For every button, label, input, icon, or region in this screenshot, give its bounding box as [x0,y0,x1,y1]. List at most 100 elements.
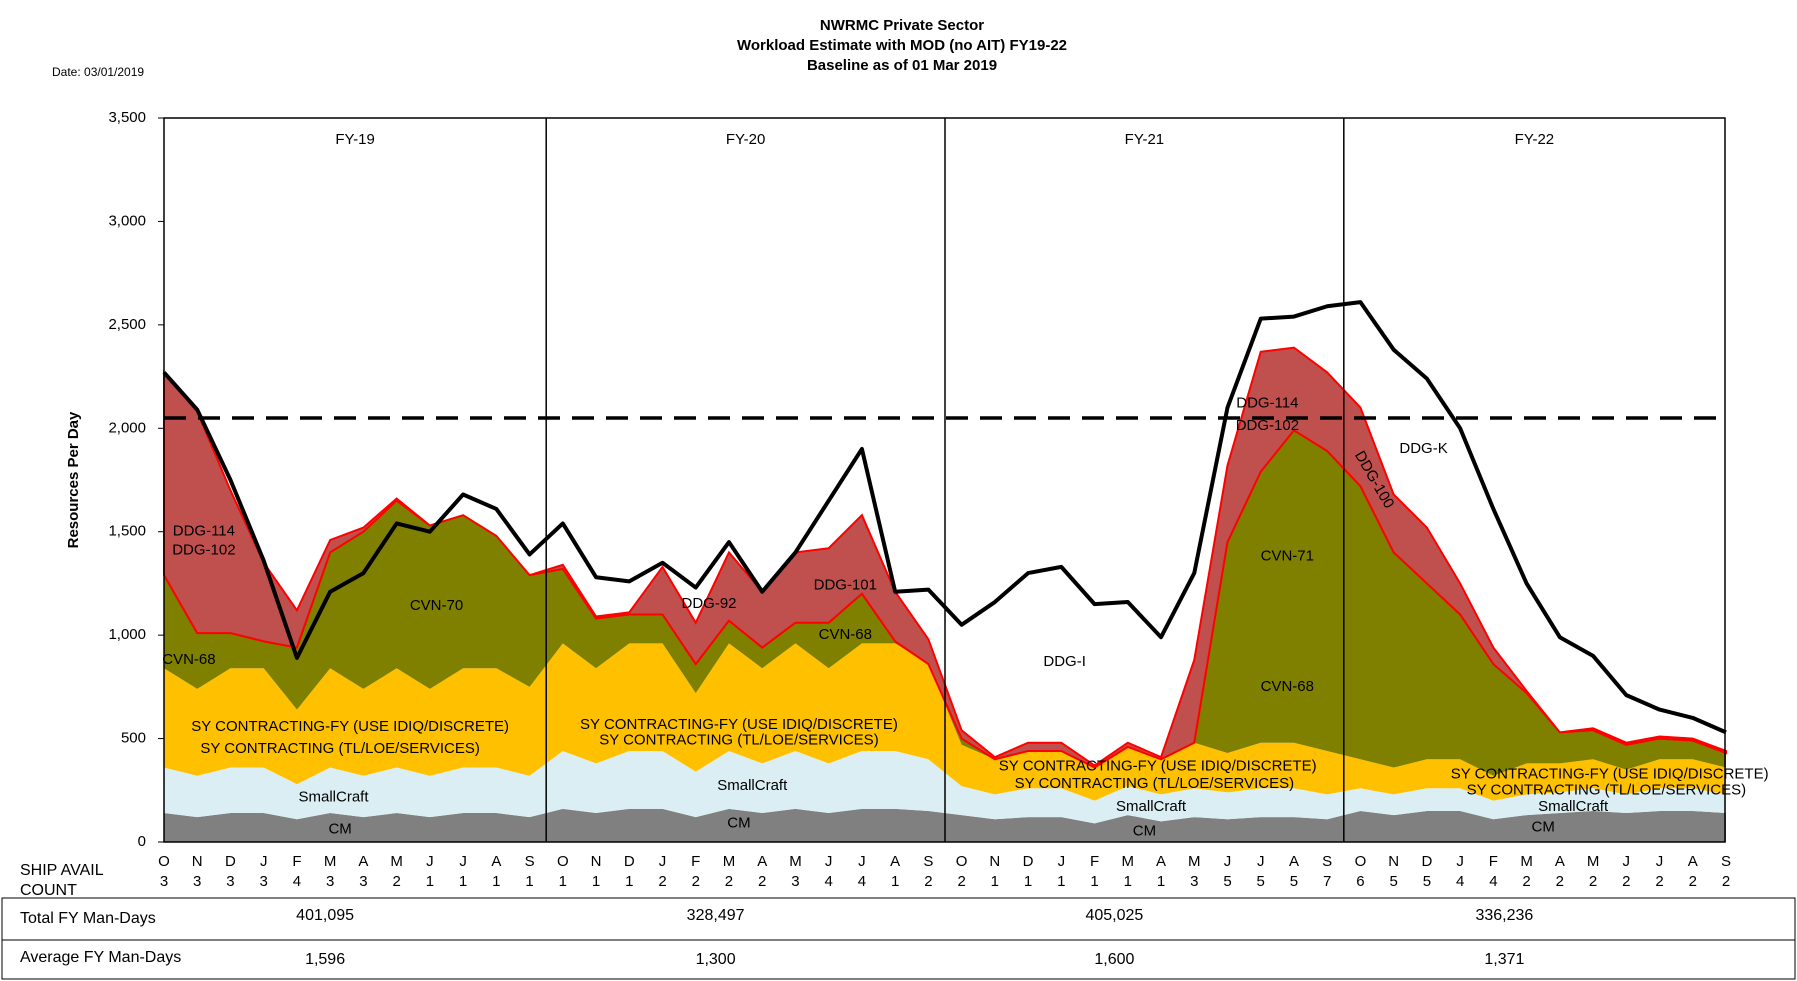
x-tick-label: M [1587,853,1600,870]
annotation: CM [328,821,351,838]
x-tick-label: F [1489,853,1498,870]
fy-total: 405,025 [1085,907,1143,924]
y-tick-label: 3,500 [108,109,146,126]
annotation: DDG-101 [814,576,877,593]
x-tick-label: D [1421,853,1432,870]
row-label: COUNT [20,882,77,899]
x-tick-label: J [825,853,833,870]
x-tick-label: M [390,853,403,870]
annotation: SY CONTRACTING (TL/LOE/SERVICES) [200,740,480,757]
ship-count: 1 [1057,873,1065,890]
chart-title: Workload Estimate with MOD (no AIT) FY19… [737,37,1067,54]
fy-label: FY-21 [1125,131,1164,148]
fy-average: 1,300 [696,951,736,968]
date-label: Date: 03/01/2019 [52,65,144,79]
ship-count: 2 [1522,873,1530,890]
x-tick-label: J [426,853,434,870]
y-tick-label: 0 [138,833,146,850]
x-tick-label: M [1520,853,1533,870]
x-tick-label: S [1322,853,1332,870]
annotation: SmallCraft [298,788,369,805]
chart-title: Baseline as of 01 Mar 2019 [807,57,997,74]
ship-count: 1 [1124,873,1132,890]
x-tick-label: F [1090,853,1099,870]
fy-label: FY-22 [1515,131,1554,148]
y-tick-label: 2,500 [108,316,146,333]
y-axis-label: Resources Per Day [65,411,82,548]
ship-count: 4 [825,873,833,890]
annotation: SmallCraft [1538,798,1609,815]
ship-count: 2 [725,873,733,890]
x-tick-label: J [1058,853,1066,870]
x-tick-label: A [1555,853,1565,870]
annotation: SY CONTRACTING-FY (USE IDIQ/DISCRETE) [999,757,1317,774]
ship-count: 3 [193,873,201,890]
x-tick-label: D [225,853,236,870]
x-tick-label: N [591,853,602,870]
x-tick-label: M [324,853,337,870]
x-tick-label: J [1623,853,1631,870]
ship-count: 2 [1655,873,1663,890]
x-tick-label: J [1656,853,1664,870]
ship-count: 1 [559,873,567,890]
annotation: DDG-92 [682,595,737,612]
x-tick-label: S [1721,853,1731,870]
ship-count: 2 [758,873,766,890]
ship-count: 3 [226,873,234,890]
table-border [1,897,1796,980]
annotation: SmallCraft [1116,798,1187,815]
ship-count: 2 [1589,873,1597,890]
ship-count: 3 [791,873,799,890]
annotation: DDG-114 [173,523,235,540]
x-tick-label: D [624,853,635,870]
fy-label: FY-20 [726,131,765,148]
y-tick-label: 3,000 [108,212,146,229]
x-tick-label: O [158,853,170,870]
fy-total: 336,236 [1475,907,1533,924]
row-label: Total FY Man-Days [20,910,156,927]
ship-count: 2 [1689,873,1697,890]
annotation: DDG-I [1043,653,1086,670]
annotation: DDG-102 [172,541,235,558]
annotation: SY CONTRACTING (TL/LOE/SERVICES) [1467,781,1747,798]
x-tick-label: O [1355,853,1367,870]
x-tick-label: A [757,853,767,870]
annotation: CVN-71 [1261,548,1314,565]
x-tick-label: D [1023,853,1034,870]
x-tick-label: J [459,853,467,870]
x-tick-label: A [890,853,900,870]
annotation: SmallCraft [717,777,788,794]
fy-total: 328,497 [687,907,745,924]
ship-count: 1 [426,873,434,890]
x-tick-label: M [789,853,802,870]
ship-count: 1 [625,873,633,890]
ship-count: 4 [858,873,866,890]
ship-count: 1 [525,873,533,890]
ship-count: 3 [160,873,168,890]
ship-count: 5 [1290,873,1298,890]
x-tick-label: A [1289,853,1299,870]
ship-count: 7 [1323,873,1331,890]
x-tick-label: F [691,853,700,870]
fy-total: 401,095 [296,907,354,924]
ship-count: 5 [1423,873,1431,890]
x-tick-label: A [1688,853,1698,870]
ship-count: 6 [1356,873,1364,890]
x-tick-label: F [292,853,301,870]
x-tick-label: A [358,853,368,870]
ship-count: 1 [1157,873,1165,890]
ship-count: 4 [1456,873,1464,890]
fy-label: FY-19 [335,131,374,148]
ship-count: 5 [1223,873,1231,890]
annotation: DDG-114 [1236,394,1298,411]
ship-count: 1 [459,873,467,890]
ship-count: 3 [359,873,367,890]
ship-count: 1 [991,873,999,890]
x-tick-label: S [923,853,933,870]
x-tick-label: M [723,853,736,870]
ship-count: 1 [1090,873,1098,890]
x-tick-label: J [1257,853,1265,870]
annotation: DDG-102 [1236,417,1299,434]
x-tick-label: M [1122,853,1135,870]
x-tick-label: J [659,853,667,870]
